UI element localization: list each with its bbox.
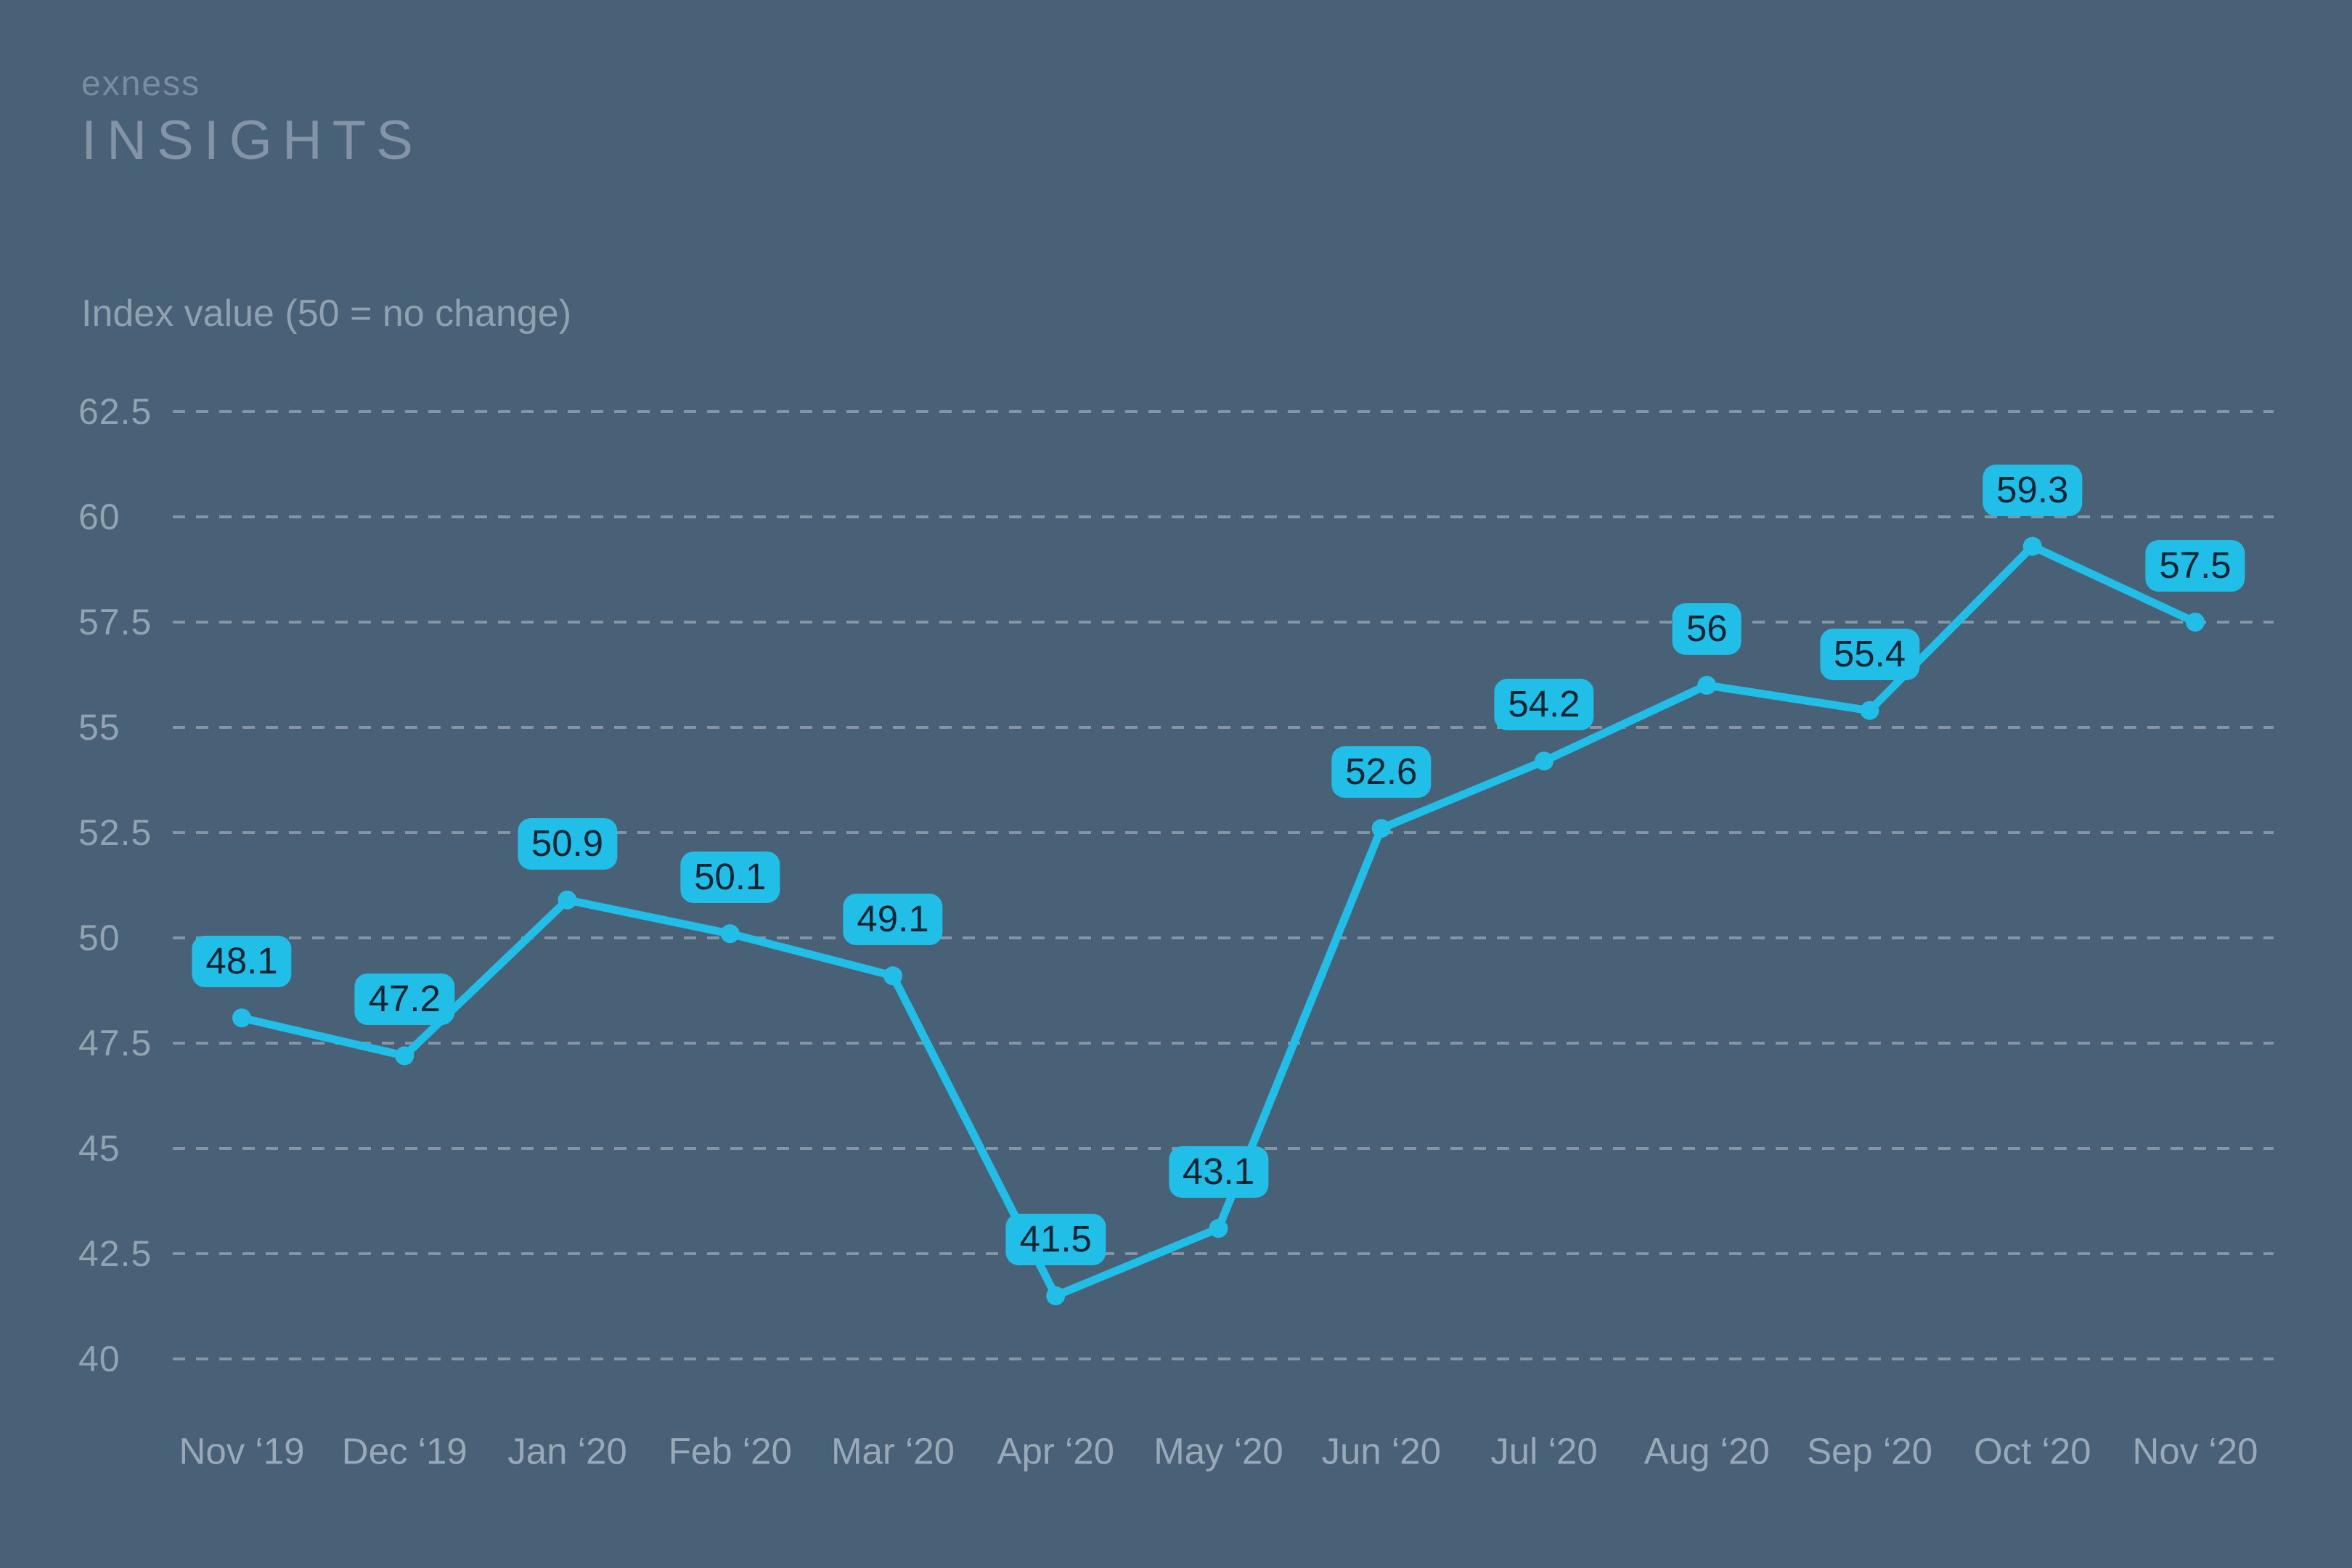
y-tick-label-40: 40 [78, 1339, 121, 1379]
data-label-pill-54.2: 54.2 [1494, 679, 1594, 731]
y-tick-label-50: 50 [78, 918, 121, 958]
x-tick-label-13: Nov ‘20 [2132, 1430, 2258, 1472]
x-tick-label-4: Feb ‘20 [668, 1430, 792, 1472]
y-tick-label-57.5: 57.5 [78, 602, 152, 642]
x-tick-label-5: Mar ‘20 [830, 1430, 955, 1472]
data-label-pill-55.4: 55.4 [1819, 628, 1920, 680]
x-tick-label-7: May ‘20 [1153, 1430, 1283, 1472]
x-tick-label-9: Jul ‘20 [1490, 1430, 1598, 1472]
data-point-marker-Nov ‘19 [232, 1008, 251, 1028]
x-tick-label-6: Apr ‘20 [997, 1430, 1115, 1472]
data-point-marker-Oct ‘20 [2022, 536, 2042, 556]
y-tick-label-55: 55 [78, 707, 121, 748]
x-tick-label-10: Aug ‘20 [1643, 1430, 1770, 1472]
y-tick-label-62.5: 62.5 [78, 391, 152, 432]
x-tick-label-12: Oct ‘20 [1973, 1430, 2091, 1472]
y-axis-title: Index value (50 = no change) [81, 293, 572, 335]
data-label-pill-59.3: 59.3 [1983, 464, 2083, 516]
data-point-marker-May ‘20 [1209, 1219, 1228, 1238]
data-label-pill-41.5: 41.5 [1005, 1214, 1106, 1265]
data-label-pill-50.9: 50.9 [517, 817, 618, 870]
data-label-pill-49.1: 49.1 [843, 894, 943, 946]
data-label-pill-50.1: 50.1 [680, 852, 780, 904]
data-point-marker-Dec ‘19 [395, 1046, 415, 1066]
brand-logo: exness INSIGHTS [81, 67, 423, 168]
data-point-marker-Jun ‘20 [1371, 819, 1391, 838]
data-point-marker-Aug ‘20 [1697, 676, 1717, 695]
data-point-marker-Sep ‘20 [1860, 701, 1879, 720]
y-tick-label-42.5: 42.5 [78, 1233, 152, 1274]
data-point-marker-Apr ‘20 [1046, 1286, 1066, 1305]
x-tick-label-1: Nov ‘19 [179, 1430, 305, 1472]
y-tick-label-45: 45 [78, 1128, 121, 1169]
data-point-marker-Jan ‘20 [558, 890, 577, 910]
data-label-pill-43.1: 43.1 [1168, 1146, 1269, 1199]
x-tick-label-8: Jun ‘20 [1321, 1430, 1441, 1472]
data-label-pill-47.2: 47.2 [354, 973, 454, 1026]
brand-logo-insights: INSIGHTS [81, 110, 423, 171]
data-point-marker-Feb ‘20 [720, 924, 740, 944]
x-tick-label-3: Jan ‘20 [507, 1430, 627, 1472]
y-tick-label-47.5: 47.5 [78, 1023, 152, 1063]
data-point-marker-Nov ‘20 [2186, 613, 2205, 632]
data-label-pill-48.1: 48.1 [192, 936, 292, 988]
data-label-pill-52.6: 52.6 [1331, 746, 1432, 799]
data-label-pill-57.5: 57.5 [2145, 540, 2245, 592]
brand-logo-exness: exness [81, 65, 201, 103]
x-tick-label-2: Dec ‘19 [341, 1430, 467, 1472]
x-tick-label-11: Sep ‘20 [1807, 1430, 1932, 1472]
data-label-pill-56: 56 [1672, 603, 1741, 655]
y-tick-label-60: 60 [78, 497, 121, 537]
y-tick-label-52.5: 52.5 [78, 812, 152, 853]
data-point-marker-Jul ‘20 [1535, 751, 1553, 771]
data-point-marker-Mar ‘20 [883, 966, 902, 986]
